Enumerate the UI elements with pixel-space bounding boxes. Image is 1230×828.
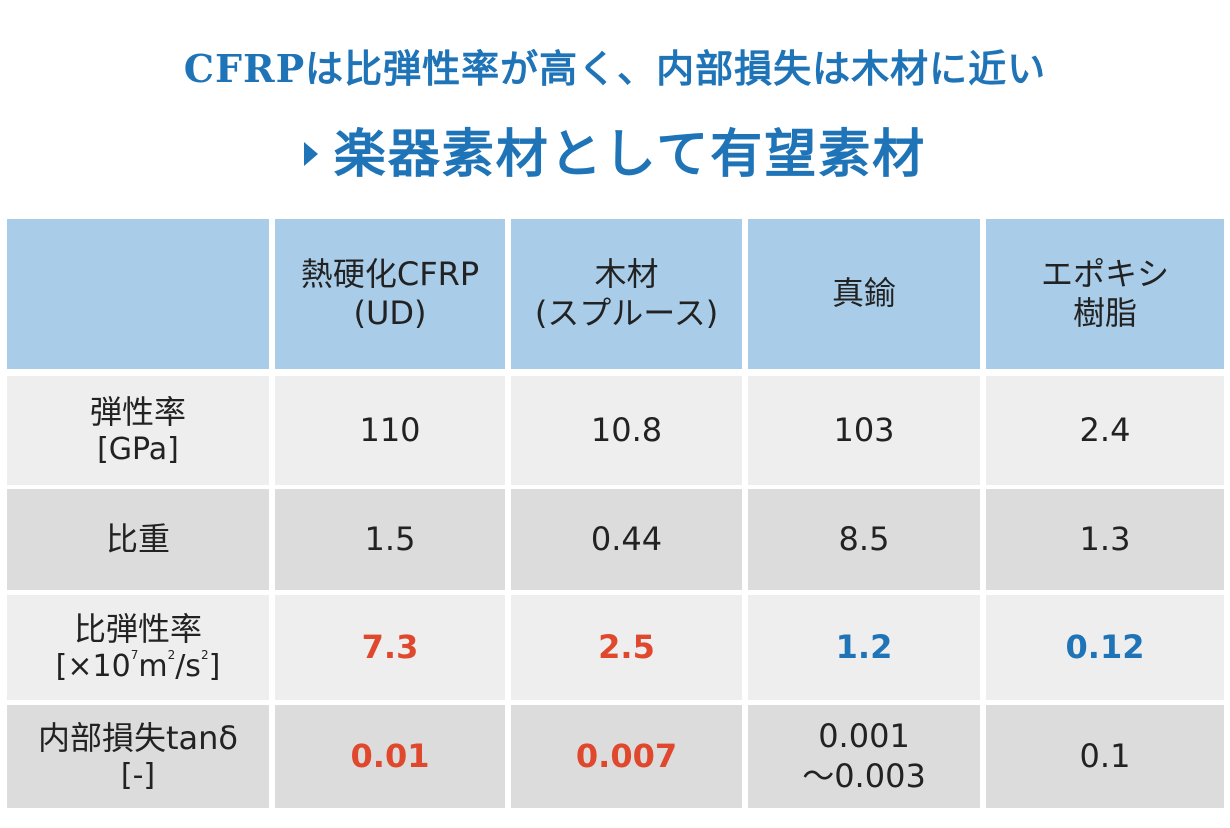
header-cfrp-line1: 熱硬化CFRP: [300, 254, 480, 293]
table-cell: 8.5: [748, 489, 980, 590]
loss-label: 内部損失tanδ: [37, 718, 239, 757]
table-cell-highlight: 0.007: [511, 705, 742, 808]
table-cell-highlight: 2.5: [511, 595, 742, 700]
row-label-density: 比重: [7, 489, 269, 590]
table-cell-highlight: 1.2: [748, 595, 980, 700]
header-epoxy-line1: エポキシ: [1040, 254, 1169, 293]
row-label-specific-modulus: 比弾性率 [×107m2/s2]: [7, 595, 269, 700]
specific-modulus-label: 比弾性率: [73, 609, 202, 648]
specific-modulus-unit: [×107m2/s2]: [55, 647, 221, 684]
table-cell: 1.5: [275, 489, 505, 590]
loss-unit: [-]: [120, 757, 156, 793]
table-cell: 110: [275, 376, 505, 485]
headline: CFRPは比弾性率が高く、内部損失は木材に近い: [183, 46, 1047, 91]
header-brass: 真鍮: [748, 219, 980, 369]
row-label-modulus: 弾性率 [GPa]: [7, 376, 269, 485]
modulus-label: 弾性率: [89, 392, 186, 431]
table-cell: 103: [748, 376, 980, 485]
table-cell: 10.8: [511, 376, 742, 485]
header-epoxy: エポキシ 樹脂: [986, 219, 1224, 369]
subheadline: 楽器素材として有望素材: [0, 112, 1230, 187]
triangle-bullet-icon: [303, 142, 318, 166]
header-brass-line1: 真鍮: [831, 274, 896, 313]
table-cell-highlight: 0.12: [986, 595, 1224, 700]
header-wood-line2: (スプルース): [534, 294, 719, 332]
table-cell-highlight: 7.3: [275, 595, 505, 700]
modulus-unit: [GPa]: [97, 431, 179, 467]
header-cfrp-line2: (UD): [353, 294, 427, 332]
table-cell: 0.1: [986, 705, 1224, 808]
loss-brass-line2: ～0.003: [802, 756, 926, 795]
subheadline-text: 楽器素材として有望素材: [333, 125, 927, 185]
header-corner: [7, 219, 269, 369]
table-cell: 1.3: [986, 489, 1224, 590]
table-cell: 0.44: [511, 489, 742, 590]
header-wood-line1: 木材: [594, 254, 659, 293]
header-wood: 木材 (スプルース): [511, 219, 742, 369]
loss-brass-line1: 0.001: [818, 717, 910, 756]
header-cfrp: 熱硬化CFRP (UD): [275, 219, 505, 369]
header-epoxy-line2: 樹脂: [1072, 294, 1137, 332]
table-cell: 0.001 ～0.003: [748, 705, 980, 808]
row-label-loss: 内部損失tanδ [-]: [7, 705, 269, 808]
table-cell: 2.4: [986, 376, 1224, 485]
table-cell-highlight: 0.01: [275, 705, 505, 808]
